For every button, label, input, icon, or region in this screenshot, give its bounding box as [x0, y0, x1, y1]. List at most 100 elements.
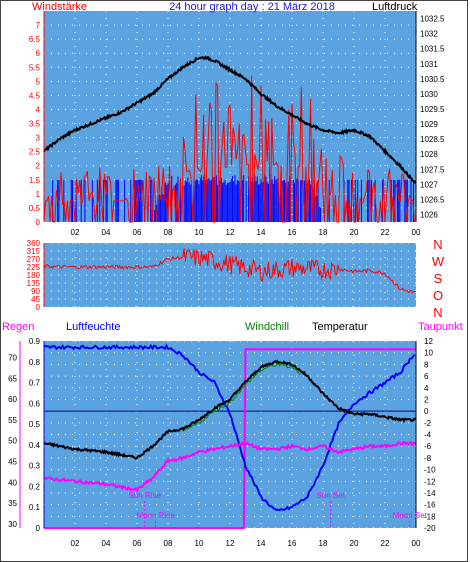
temp-tick-label: -18 [424, 512, 436, 521]
top-right-tick-label: 1029.5 [420, 105, 445, 114]
top-right-tick-label: 1028.5 [420, 135, 445, 144]
top-x-tick-label: 04 [102, 228, 111, 237]
temp-tick-label: 8 [424, 360, 429, 369]
bottom-x-tick-label: 08 [164, 539, 173, 548]
temperature-line [43, 359, 417, 460]
humidity-tick-label: 0.5 [29, 420, 41, 429]
temp-tick-label: -2 [424, 419, 432, 428]
regen-tick-label: 55 [8, 416, 17, 425]
top-right-tick-label: 1026 [420, 210, 438, 219]
gust-line [43, 75, 415, 223]
humidity-tick-label: 0.1 [29, 503, 41, 512]
dewpoint-line [43, 440, 417, 493]
top-left-tick-label: 3.5 [29, 120, 41, 129]
bottom-ticks: 30354045505560657000.10.20.30.40.50.60.7… [8, 337, 436, 548]
top-left-tick-label: 7 [36, 21, 41, 30]
bottom-series [43, 343, 417, 529]
windchill-line [183, 363, 301, 431]
top-left-tick-label: 6.5 [29, 35, 41, 44]
temp-tick-label: -20 [424, 524, 436, 533]
top-left-tick-label: 3 [36, 134, 41, 143]
top-x-tick-label: 10 [195, 228, 204, 237]
top-left-tick-label: 2 [36, 162, 41, 171]
mid-tick-label: 315 [27, 247, 41, 256]
bottom-plot-area [44, 341, 416, 528]
top-left-tick-label: 4.5 [29, 91, 41, 100]
temp-tick-label: -12 [424, 477, 436, 486]
bottom-x-tick-label: 00 [412, 539, 421, 548]
temp-tick-label: -10 [424, 466, 436, 475]
top-left-tick-label: 5.5 [29, 63, 41, 72]
temperatur-label: Temperatur [312, 321, 368, 333]
top-right-tick-label: 1031.5 [420, 45, 445, 54]
regen-label: Regen [2, 321, 34, 333]
annotation-label: Moon Rise [136, 511, 175, 520]
bottom-x-tick-label: 20 [350, 539, 359, 548]
windstaerke-label: Windstärke [32, 1, 87, 13]
top-right-tick-label: 1032 [420, 30, 438, 39]
humidity-tick-label: 0.7 [29, 379, 41, 388]
direction-letter: N [433, 237, 442, 252]
regen-tick-label: 40 [8, 478, 17, 487]
temp-tick-label: -4 [424, 431, 432, 440]
bottom-grid [44, 340, 417, 529]
windchill-label: Windchill [245, 321, 289, 333]
top-left-tick-label: 1 [36, 190, 41, 199]
top-x-tick-label: 16 [288, 228, 297, 237]
mid-tick-label: 360 [27, 239, 41, 248]
top-right-tick-label: 1028 [420, 150, 438, 159]
bottom-x-tick-label: 10 [195, 539, 204, 548]
luftdruck-label: Luftdruck [372, 1, 418, 13]
top-right-tick-label: 1031 [420, 60, 438, 69]
temp-tick-label: 10 [424, 349, 433, 358]
temp-tick-label: -6 [424, 442, 432, 451]
temp-tick-label: 12 [424, 337, 433, 346]
bottom-x-tick-label: 02 [71, 539, 80, 548]
annotation-label: Moon Set [393, 511, 428, 520]
bottom-x-tick-label: 16 [288, 539, 297, 548]
top-left-tick-label: 0.5 [29, 204, 41, 213]
top-right-tick-label: 1032.5 [420, 15, 445, 24]
humidity-tick-label: 0 [36, 524, 41, 533]
pressure-line [43, 55, 417, 184]
top-x-tick-label: 18 [319, 228, 328, 237]
regen-tick-label: 60 [8, 395, 17, 404]
humidity-tick-label: 0.3 [29, 462, 41, 471]
top-x-tick-label: 08 [164, 228, 173, 237]
top-series [43, 55, 417, 223]
top-right-tick-label: 1029 [420, 120, 438, 129]
annotations: Sun Rise Moon Rise Sun Set Moon Set [129, 491, 428, 528]
mid-tick-label: 270 [27, 255, 41, 264]
mid-tick-label: 0 [36, 303, 41, 312]
top-left-tick-label: 2.5 [29, 148, 41, 157]
annotation-label: Sun Rise [129, 491, 162, 500]
humidity-tick-label: 0.6 [29, 399, 41, 408]
top-x-tick-label: 14 [257, 228, 266, 237]
top-x-tick-label: 22 [381, 228, 390, 237]
top-x-tick-label: 06 [133, 228, 142, 237]
temp-tick-label: -8 [424, 454, 432, 463]
temp-tick-label: 2 [424, 395, 429, 404]
temp-tick-label: -14 [424, 489, 436, 498]
top-x-tick-label: 20 [350, 228, 359, 237]
mid-tick-label: 225 [27, 263, 41, 272]
mid-tick-label: 135 [27, 279, 41, 288]
humidity-line [43, 343, 416, 512]
top-left-tick-label: 0 [36, 218, 41, 227]
annotation-label: Sun Set [317, 491, 346, 500]
top-right-tick-label: 1030.5 [420, 75, 445, 84]
top-right-tick-label: 1027.5 [420, 165, 445, 174]
top-right-tick-label: 1026.5 [420, 195, 445, 204]
bottom-x-tick-label: 04 [102, 539, 111, 548]
mid-plot-area [44, 243, 416, 307]
rain-line [44, 348, 416, 529]
bottom-x-tick-label: 18 [319, 539, 328, 548]
top-x-tick-label: 00 [412, 228, 421, 237]
bottom-x-tick-label: 12 [226, 539, 235, 548]
direction-letter: O [433, 288, 443, 303]
humidity-tick-label: 0.4 [29, 441, 41, 450]
humidity-tick-label: 0.2 [29, 482, 41, 491]
